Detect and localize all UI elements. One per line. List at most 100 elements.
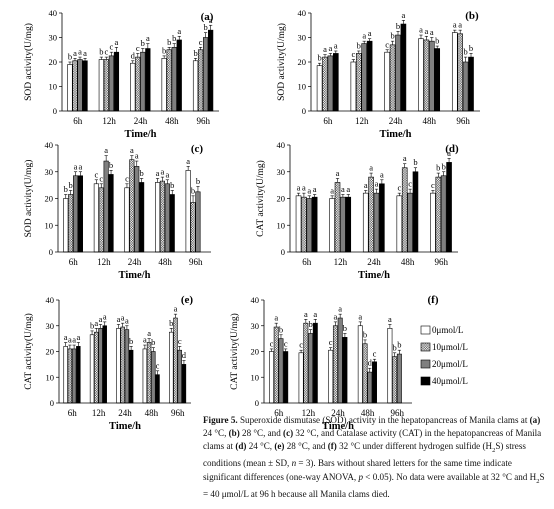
significance-letter: a bbox=[330, 185, 334, 195]
bar bbox=[368, 176, 374, 253]
panel-label: (e) bbox=[181, 294, 194, 306]
bar bbox=[103, 160, 109, 253]
bar bbox=[139, 182, 145, 253]
y-tick-label: 0 bbox=[49, 247, 53, 257]
significance-letter: a bbox=[307, 185, 311, 195]
significance-letter: a bbox=[161, 167, 165, 177]
x-tick-label: 48h bbox=[165, 116, 179, 126]
x-tick-label: 96h bbox=[434, 257, 448, 267]
significance-letter: b bbox=[396, 21, 400, 31]
bar bbox=[176, 39, 182, 112]
significance-letter: a bbox=[130, 145, 134, 155]
y-tick-label: 20 bbox=[49, 57, 58, 67]
significance-letter: c bbox=[373, 349, 377, 359]
y-tick-label: 0 bbox=[53, 106, 57, 116]
bar bbox=[171, 46, 177, 112]
significance-letter: b bbox=[469, 43, 473, 53]
significance-letter: a bbox=[388, 314, 392, 324]
significance-letter: a bbox=[425, 26, 429, 36]
bar bbox=[128, 349, 134, 404]
bar bbox=[311, 196, 318, 253]
significance-letter: a bbox=[302, 183, 306, 193]
bar bbox=[146, 342, 152, 404]
bar bbox=[327, 55, 334, 112]
y-tick-label: 40 bbox=[298, 8, 307, 18]
bar bbox=[361, 43, 368, 112]
bar bbox=[428, 40, 435, 112]
x-tick-label: 24h bbox=[128, 257, 142, 267]
significance-letter: b bbox=[442, 161, 446, 171]
significance-letter: b bbox=[99, 47, 103, 57]
legend-swatch bbox=[420, 359, 431, 369]
bar bbox=[208, 29, 214, 112]
significance-letter: b bbox=[397, 340, 401, 350]
bar bbox=[190, 202, 196, 253]
significance-letter: a bbox=[341, 184, 345, 194]
x-tick-label: 24h bbox=[331, 408, 345, 418]
bar bbox=[67, 348, 73, 404]
bar bbox=[120, 326, 125, 404]
bar bbox=[273, 326, 279, 404]
x-tick-label: 96h bbox=[171, 408, 185, 418]
significance-letter: b bbox=[140, 168, 144, 178]
significance-letter: b bbox=[170, 180, 174, 190]
y-tick-label: 30 bbox=[277, 167, 286, 177]
y-tick-label: 20 bbox=[277, 194, 286, 204]
significance-letter: a bbox=[94, 318, 98, 328]
significance-letter: a bbox=[73, 48, 77, 58]
bar bbox=[283, 351, 289, 404]
significance-letter: b bbox=[413, 157, 417, 167]
significance-letter: b bbox=[390, 31, 394, 41]
x-tick-label: 12h bbox=[334, 257, 348, 267]
bar bbox=[372, 361, 377, 404]
significance-letter: b bbox=[435, 36, 439, 46]
bar bbox=[396, 353, 402, 404]
y-axis-label: CAT activity(U/mg) bbox=[229, 313, 240, 390]
y-tick-label: 10 bbox=[251, 372, 260, 382]
y-tick-label: 10 bbox=[45, 220, 54, 230]
significance-letter: a bbox=[458, 20, 462, 30]
x-tick-label: 96h bbox=[197, 116, 211, 126]
significance-letter: a bbox=[274, 313, 278, 323]
bar bbox=[71, 348, 77, 404]
significance-letter: c bbox=[94, 169, 98, 179]
bar bbox=[159, 180, 165, 253]
significance-letter: b bbox=[151, 337, 155, 347]
bar bbox=[407, 192, 413, 253]
bar bbox=[93, 183, 99, 253]
bar bbox=[67, 64, 73, 112]
bar bbox=[340, 196, 346, 253]
legend-label: 40μmol/L bbox=[432, 376, 468, 386]
significance-letter: b bbox=[203, 22, 207, 32]
y-tick-label: 30 bbox=[49, 33, 58, 43]
y-tick-label: 20 bbox=[45, 194, 54, 204]
x-tick-label: 12h bbox=[355, 116, 369, 126]
significance-letter: a bbox=[177, 26, 181, 36]
bar bbox=[161, 58, 167, 112]
bar bbox=[367, 371, 373, 404]
panel-label: (a) bbox=[201, 11, 214, 23]
bar bbox=[166, 49, 172, 112]
legend-label: 10μmol/L bbox=[432, 342, 468, 352]
significance-letter: b bbox=[317, 53, 321, 63]
bar bbox=[301, 196, 307, 253]
y-tick-label: 0 bbox=[281, 247, 285, 257]
bar bbox=[82, 60, 88, 112]
bar bbox=[295, 195, 302, 253]
significance-letter: c bbox=[136, 43, 140, 53]
significance-letter: a bbox=[186, 156, 190, 166]
bar bbox=[124, 187, 130, 253]
significance-letter: b bbox=[69, 180, 73, 190]
bar bbox=[379, 183, 385, 253]
y-tick-label: 30 bbox=[45, 167, 54, 177]
x-tick-label: 6h bbox=[73, 116, 83, 126]
bar bbox=[328, 349, 334, 404]
significance-letter: a bbox=[104, 145, 108, 155]
bar bbox=[164, 183, 170, 253]
significance-letter: a bbox=[419, 25, 423, 35]
significance-letter: a bbox=[313, 309, 317, 319]
x-axis-label: Time/h bbox=[322, 421, 354, 432]
significance-letter: b bbox=[169, 318, 173, 328]
bar bbox=[135, 56, 141, 112]
bar bbox=[462, 61, 469, 112]
